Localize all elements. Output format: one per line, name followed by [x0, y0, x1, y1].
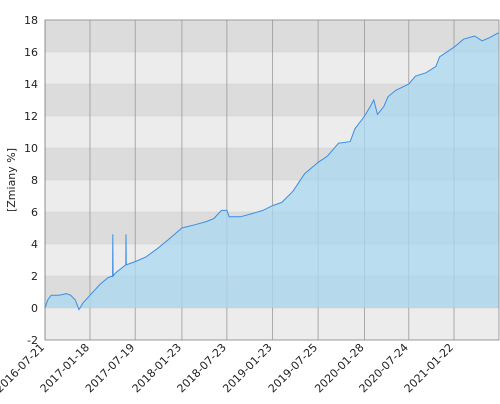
x-tick-label: 2021-01-22 [402, 341, 456, 395]
y-tick-label: 16 [24, 46, 38, 59]
y-tick-label: 12 [24, 110, 38, 123]
y-tick-label: 0 [31, 302, 38, 315]
area [45, 32, 499, 310]
band [45, 20, 499, 52]
y-axis-label: [Zmiany %] [5, 148, 18, 212]
y-tick-label: 8 [31, 174, 38, 187]
band [45, 308, 499, 340]
y-tick-label: 14 [24, 78, 38, 91]
y-tick-label: 2 [31, 270, 38, 283]
y-tick-label: 6 [31, 206, 38, 219]
y-tick-label: -2 [27, 334, 38, 347]
y-tick-label: 4 [31, 238, 38, 251]
x-tick-label: 2017-07-19 [83, 341, 137, 395]
y-tick-label: 10 [24, 142, 38, 155]
plot-frame [44, 19, 500, 341]
line [44, 32, 499, 311]
y-tick-label: 18 [24, 14, 38, 27]
